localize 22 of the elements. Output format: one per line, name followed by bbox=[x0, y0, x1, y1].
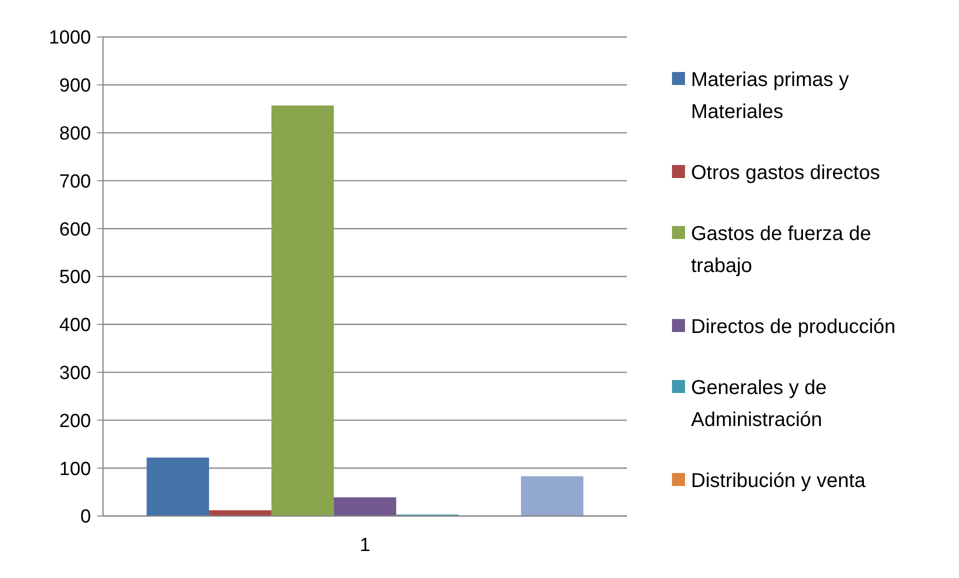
y-tick-label: 600 bbox=[59, 219, 91, 240]
y-tick-label: 200 bbox=[59, 410, 91, 432]
bar bbox=[146, 458, 210, 516]
y-tick-label: 900 bbox=[59, 76, 91, 97]
legend-label: Gastos de fuerza de trabajo bbox=[691, 223, 872, 277]
legend-label: Directos de producción bbox=[691, 316, 896, 338]
legend-label: Generales y de Administración bbox=[691, 377, 827, 431]
y-tick-label: 400 bbox=[59, 315, 91, 336]
legend-label: Otros gastos directos bbox=[691, 162, 880, 184]
y-tick-label: 500 bbox=[59, 267, 91, 288]
bar bbox=[334, 497, 396, 516]
x-tick-label: 1 bbox=[360, 535, 370, 556]
legend-label: Materias primas y Materiales bbox=[691, 69, 849, 123]
y-tick-label: 800 bbox=[59, 123, 91, 144]
bar bbox=[520, 476, 584, 516]
legend-label: Distribución y venta bbox=[691, 470, 866, 492]
y-tick-label: 700 bbox=[59, 171, 91, 192]
bar bbox=[271, 105, 334, 516]
y-tick-label: 0 bbox=[80, 506, 91, 528]
y-tick-label: 100 bbox=[59, 458, 91, 480]
y-tick-label: 300 bbox=[59, 362, 91, 384]
y-tick-label: 1000 bbox=[48, 28, 91, 49]
